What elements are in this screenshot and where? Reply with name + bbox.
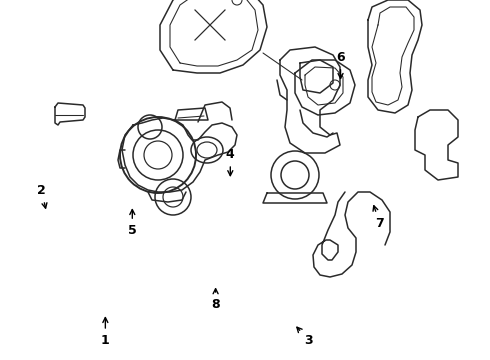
Text: 4: 4 [226, 148, 235, 176]
Text: 2: 2 [37, 184, 47, 208]
Text: 6: 6 [336, 51, 345, 78]
Text: 8: 8 [211, 289, 220, 311]
Text: 7: 7 [373, 206, 384, 230]
Text: 3: 3 [297, 327, 313, 347]
Text: 5: 5 [128, 210, 137, 237]
Text: 1: 1 [101, 318, 110, 347]
